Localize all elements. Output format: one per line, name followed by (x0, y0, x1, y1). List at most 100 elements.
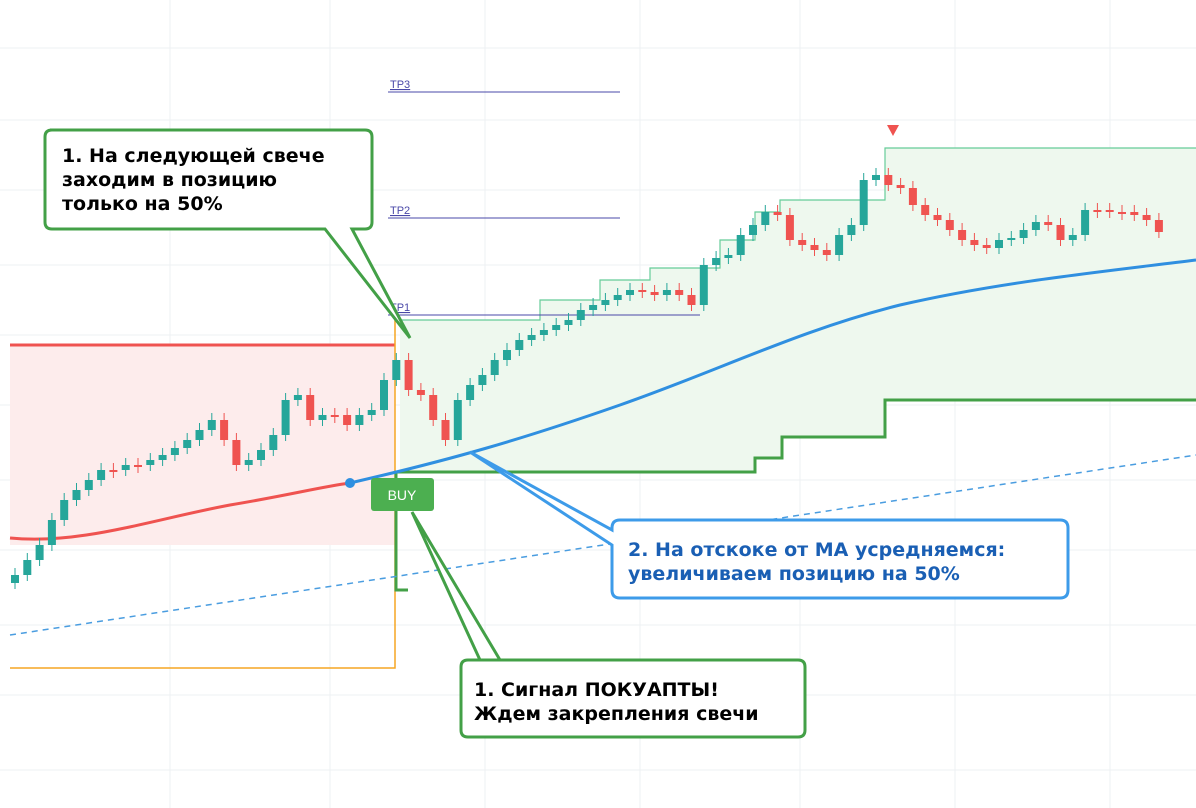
candle-body (60, 500, 69, 520)
candle-body (453, 400, 462, 440)
candle-body (404, 360, 413, 390)
candle-body (1105, 210, 1114, 212)
candle-body (822, 250, 831, 255)
candle-body (146, 460, 155, 465)
candle-body (72, 490, 81, 500)
candle-body (503, 350, 511, 360)
candle-body (601, 300, 610, 305)
candle-body (343, 415, 352, 425)
candle-body (589, 305, 598, 310)
candle-body (429, 395, 438, 420)
candle-body (207, 420, 216, 430)
candle-body (810, 245, 819, 250)
callout-text: Ждем закрепления свечи (474, 703, 759, 725)
candle-body (244, 460, 253, 465)
candle-body (47, 520, 56, 545)
candle-body (515, 340, 524, 350)
candle-body (613, 295, 622, 300)
candle-body (749, 225, 757, 235)
candle-body (1118, 212, 1126, 214)
candle-body (306, 395, 315, 420)
callout-box-2 (469, 450, 1070, 600)
candle-body (478, 375, 487, 385)
candle-body (785, 215, 794, 240)
ma-blue (349, 258, 1196, 485)
candle-body (11, 575, 19, 583)
tp2-label: TP2 (390, 205, 410, 217)
buy-label: BUY (388, 487, 417, 503)
candle-body (220, 420, 229, 440)
candle-body (687, 295, 696, 305)
candle-body (121, 465, 130, 470)
candle-body (638, 290, 647, 292)
candle-body (158, 455, 167, 460)
candle-body (908, 188, 917, 205)
candle-body (970, 240, 979, 245)
candle-body (232, 440, 241, 465)
candle-body (1093, 210, 1102, 212)
tp3-label: TP3 (390, 79, 410, 91)
buy-zone (400, 148, 1196, 472)
candle-body (1068, 235, 1077, 240)
candle-body (736, 235, 745, 255)
candle-body (773, 212, 782, 215)
candle-body (195, 430, 204, 440)
candle-body (257, 450, 265, 460)
candle-body (835, 235, 844, 255)
candle-body (1031, 222, 1040, 230)
candle-body (1154, 220, 1163, 232)
callout-text: увеличиваем позицию на 50% (628, 563, 960, 585)
candle-body (1142, 215, 1151, 220)
candle-body (982, 245, 991, 248)
trailing-line (400, 147, 1196, 321)
candle-body (84, 480, 93, 490)
candle-body (933, 215, 942, 220)
trend-line (9, 454, 1196, 636)
candle-body (23, 560, 32, 575)
candle-body (872, 175, 880, 180)
candle-body (109, 470, 118, 472)
candle-body (1019, 230, 1028, 238)
candle-body (650, 292, 659, 295)
candle-body (626, 290, 634, 295)
candle-body (318, 415, 327, 420)
sell-marker (887, 125, 899, 136)
candle-body (183, 440, 192, 448)
candle-body (958, 230, 967, 240)
candle-body (1056, 225, 1065, 240)
candle-body (97, 470, 106, 480)
candle-body (945, 220, 954, 230)
candle-body (847, 225, 856, 235)
candle-body (712, 258, 721, 265)
candle-body (576, 310, 585, 320)
candle-body (995, 240, 1003, 248)
ma-cross (345, 478, 355, 488)
candle-body (330, 415, 339, 417)
callout-text: 2. На отскоке от МА усредняемся: (628, 539, 1005, 561)
candle-body (392, 360, 401, 380)
candle-body (724, 255, 733, 258)
candle-body (1044, 222, 1053, 225)
candle-body (466, 385, 475, 400)
candle-body (281, 400, 290, 435)
candle-body (662, 290, 671, 295)
candle-body (1081, 210, 1090, 235)
callout-box-1 (43, 128, 412, 339)
candle-body (490, 360, 499, 375)
candle-body (269, 435, 278, 450)
candle-body (699, 265, 708, 305)
stop-line (394, 398, 1196, 592)
candle-body (367, 410, 376, 415)
orange-box (10, 320, 396, 669)
callout-text: 1. Сигнал ПОКУАПТЫ! (474, 679, 719, 701)
candle-body (921, 205, 930, 215)
candle-body (859, 180, 868, 225)
candle-body (441, 420, 450, 440)
candle-body (35, 545, 44, 560)
candle-body (416, 390, 425, 395)
ma-red (9, 481, 351, 541)
buy-button[interactable] (371, 478, 434, 511)
candle-body (355, 415, 364, 425)
candle-body (1007, 238, 1016, 240)
